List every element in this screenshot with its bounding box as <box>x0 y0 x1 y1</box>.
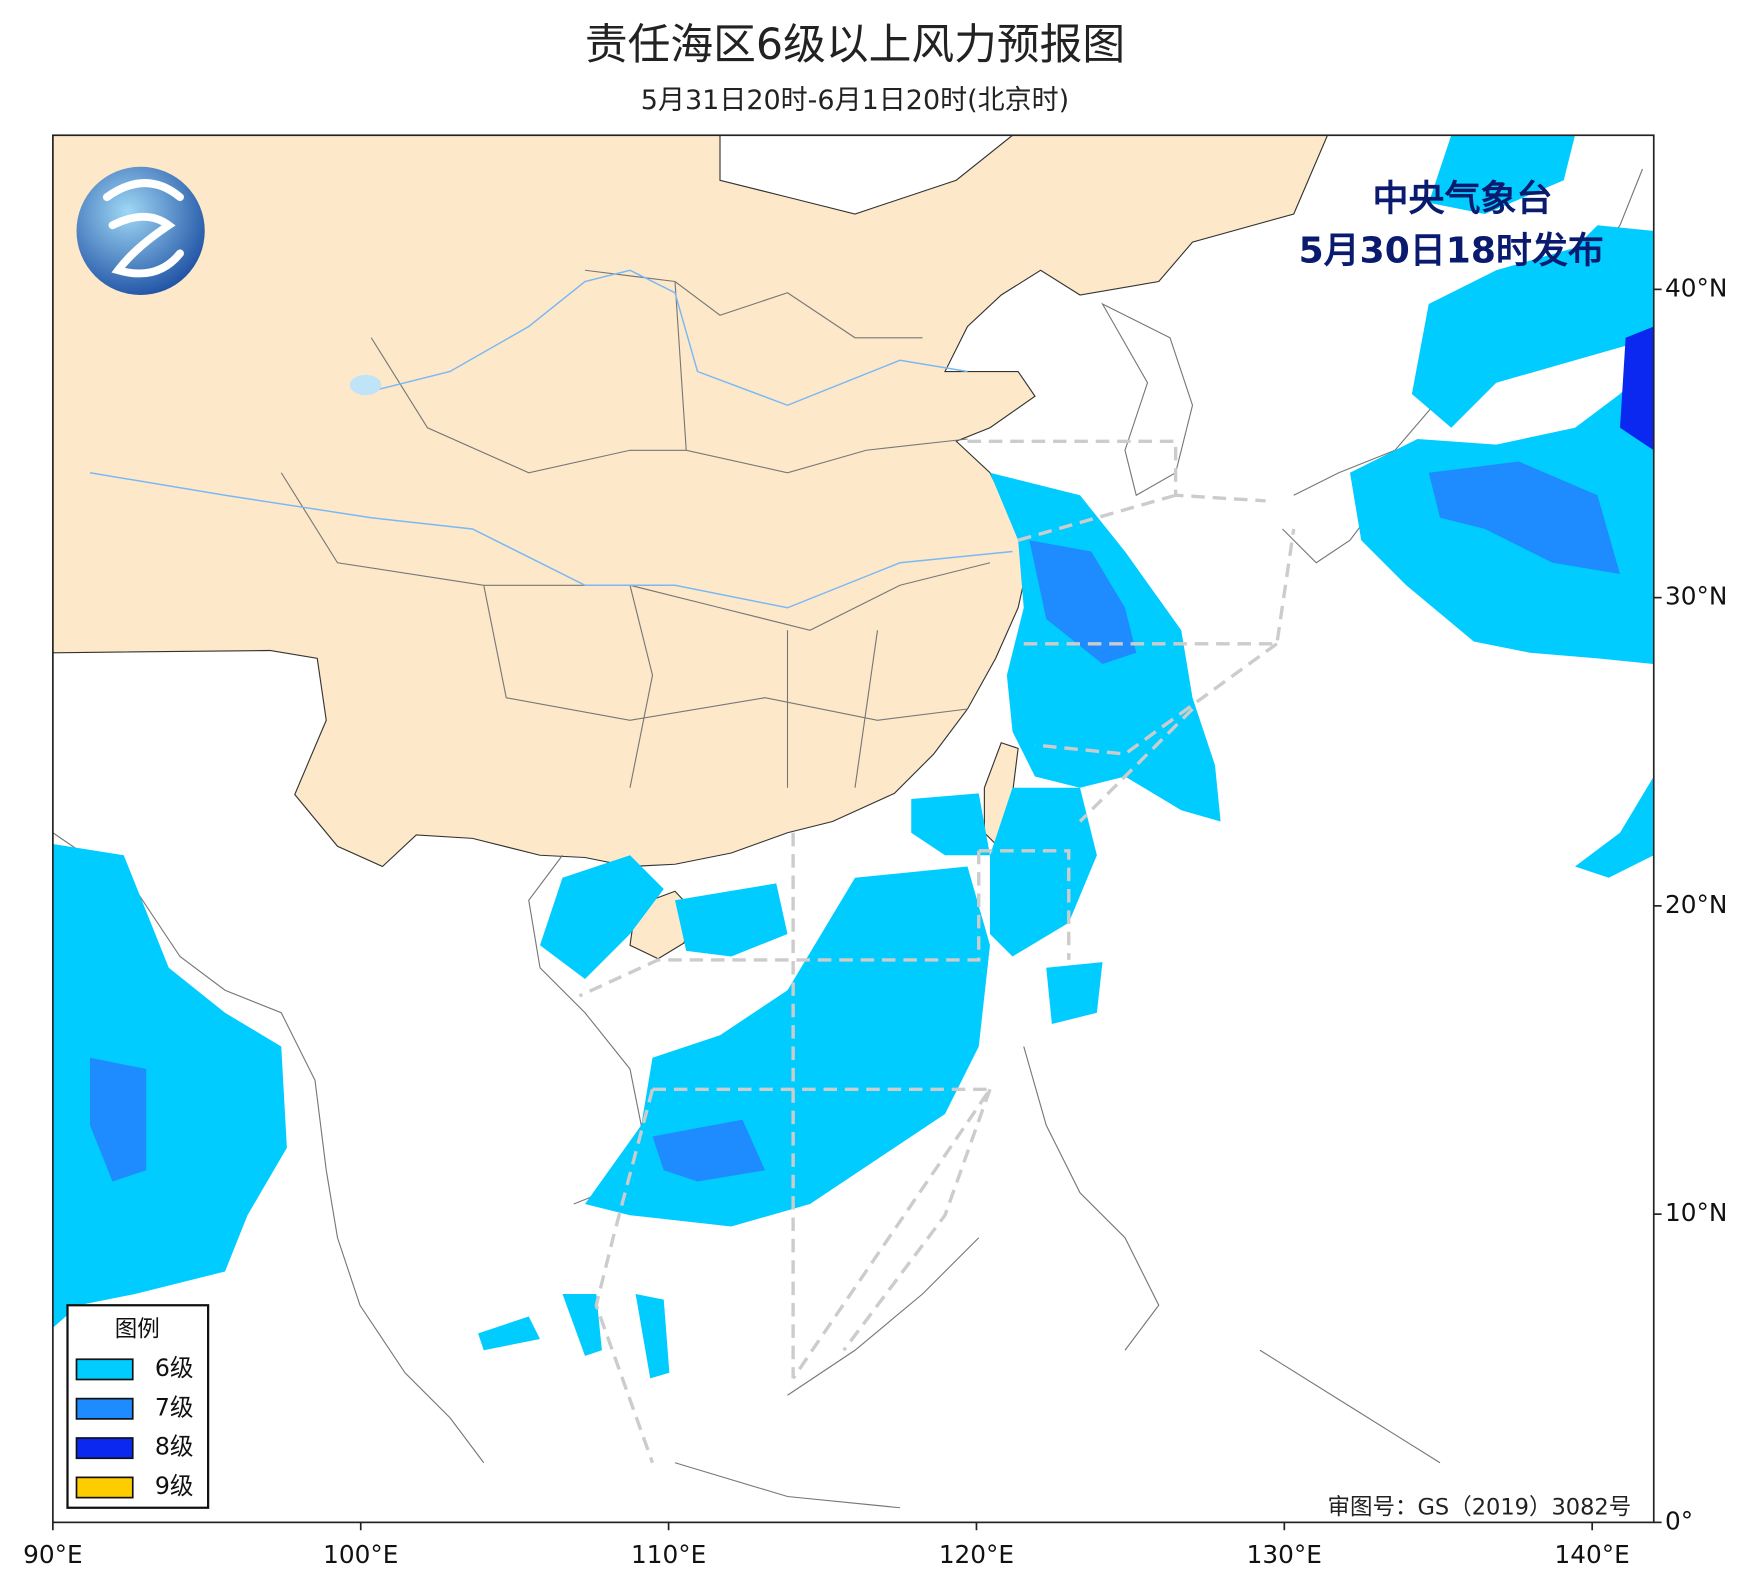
wind-area <box>1620 326 1654 451</box>
wind-area <box>1575 776 1654 878</box>
wind-area <box>1428 135 1575 214</box>
legend-label: 9级 <box>155 1472 194 1500</box>
y-tick-label: 30°N <box>1665 582 1727 611</box>
x-tick-label: 130°E <box>1247 1540 1322 1569</box>
cma-logo <box>76 166 205 295</box>
lake <box>349 374 382 396</box>
legend-label: 6级 <box>155 1354 194 1382</box>
y-tick-label: 20°N <box>1665 890 1727 919</box>
wind-areas <box>52 135 1654 1379</box>
legend: 图例 6级 7级 8级 9级 <box>66 1304 210 1509</box>
y-tick-label: 10°N <box>1665 1198 1727 1227</box>
map-body <box>52 135 1654 1523</box>
map-title: 责任海区6级以上风力预报图 <box>585 20 1125 70</box>
wind-area <box>90 1057 147 1182</box>
x-tick-label: 120°E <box>939 1540 1014 1569</box>
legend-label: 8级 <box>155 1433 194 1461</box>
legend-title: 图例 <box>115 1317 160 1343</box>
wind-area <box>478 1294 670 1379</box>
wind-area <box>1029 540 1137 664</box>
map-frame <box>52 134 1655 1524</box>
wind-area <box>675 883 788 957</box>
legend-swatch <box>75 1437 134 1460</box>
map-subtitle: 5月31日20时-6月1日20时(北京时) <box>641 85 1069 116</box>
legend-swatch <box>75 1397 134 1420</box>
wind-area <box>1046 962 1103 1024</box>
y-tick-label: 40°N <box>1665 273 1727 302</box>
issue-time: 5月30日18时发布 <box>1299 230 1604 271</box>
x-tick-label: 100°E <box>323 1540 398 1569</box>
wind-area <box>1428 461 1620 574</box>
legend-swatch <box>75 1358 134 1381</box>
x-tick-label: 140°E <box>1555 1540 1630 1569</box>
legend-label: 7级 <box>155 1393 194 1421</box>
wind-area <box>540 855 664 979</box>
wind-area <box>911 793 990 856</box>
wind-area <box>1411 225 1654 428</box>
review-number: 审图号：GS（2019）3082号 <box>1328 1494 1632 1520</box>
legend-swatch <box>75 1476 134 1499</box>
x-tick-label: 110°E <box>631 1540 706 1569</box>
issuer: 中央气象台 <box>1372 179 1552 220</box>
y-tick-label: 0° <box>1665 1506 1693 1535</box>
wind-area <box>52 844 287 1328</box>
wind-area <box>652 1119 765 1182</box>
x-tick-label: 90°E <box>23 1540 83 1569</box>
